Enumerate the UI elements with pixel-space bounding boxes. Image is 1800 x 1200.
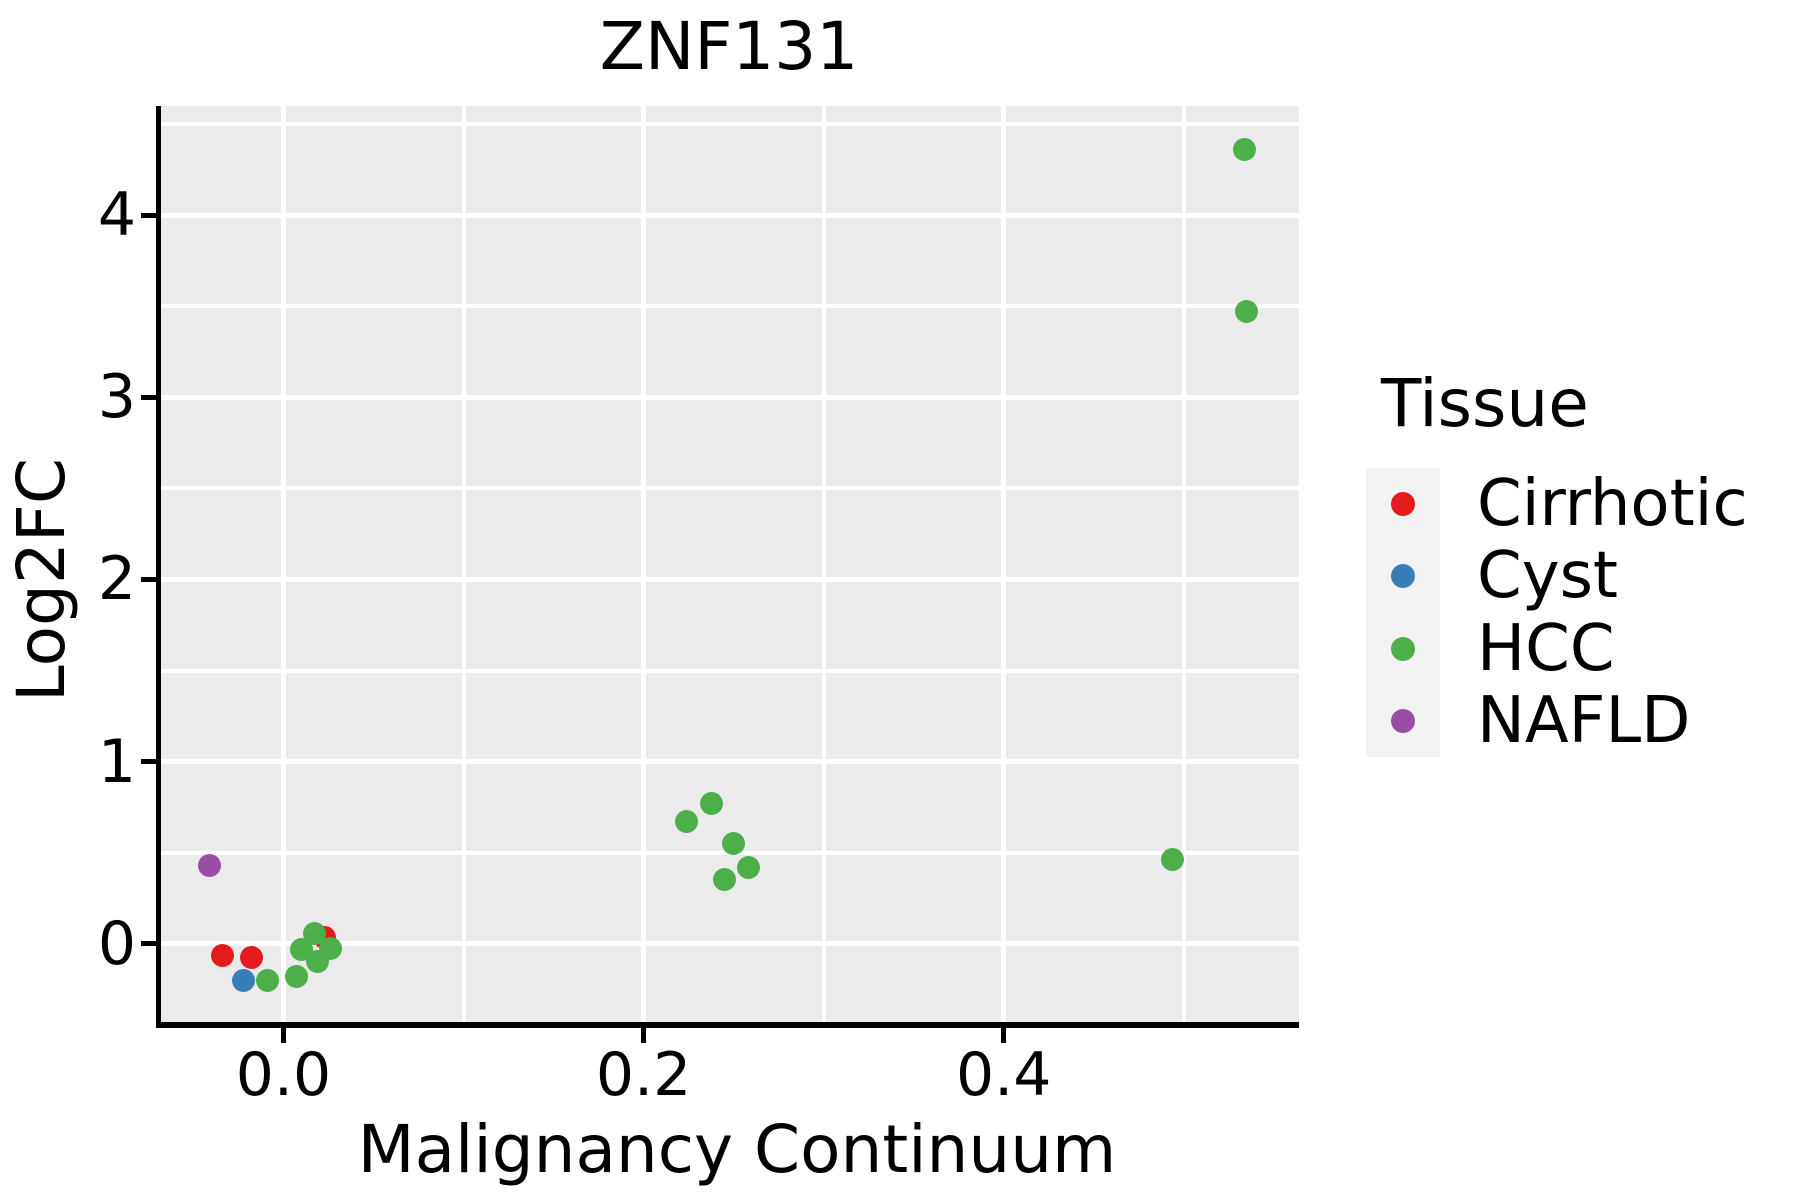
major-gridline-x	[280, 106, 286, 1022]
y-tick-label: 1	[97, 726, 136, 797]
data-point-hcc	[1161, 847, 1185, 871]
x-tick-mark	[1001, 1028, 1007, 1043]
x-tick-mark	[280, 1028, 286, 1043]
minor-gridline-y	[161, 122, 1299, 127]
legend-title: Tissue	[1381, 365, 1589, 442]
minor-gridline-y	[161, 304, 1299, 309]
plot-area	[161, 106, 1299, 1022]
x-tick-label: 0.0	[235, 1040, 332, 1110]
legend-label-hcc: HCC	[1477, 611, 1615, 686]
x-tick-label: 0.4	[955, 1040, 1052, 1110]
cyst-legend-dot-icon	[1391, 564, 1415, 589]
data-point-hcc	[306, 950, 330, 974]
major-gridline-y	[161, 759, 1299, 765]
cirrhotic-legend-dot-icon	[1391, 492, 1415, 517]
data-point-nafld	[198, 853, 222, 877]
data-point-hcc	[302, 922, 326, 946]
data-point-hcc	[736, 855, 760, 879]
x-axis-label: Malignancy Continuum	[357, 1111, 1117, 1188]
hcc-legend-dot-icon	[1391, 636, 1415, 661]
data-point-cirrhotic	[239, 945, 263, 969]
y-tick-mark	[141, 941, 156, 947]
legend-label-cirrhotic: Cirrhotic	[1477, 467, 1748, 542]
major-gridline-y	[161, 212, 1299, 218]
data-point-hcc	[1235, 300, 1259, 324]
major-gridline-x	[641, 106, 647, 1022]
y-tick-mark	[141, 394, 156, 400]
legend-label-nafld: NAFLD	[1477, 684, 1691, 759]
major-gridline-y	[161, 941, 1299, 947]
y-tick-mark	[141, 576, 156, 582]
x-tick-label: 0.2	[595, 1040, 692, 1110]
data-point-hcc	[284, 964, 308, 988]
nafld-legend-dot-icon	[1391, 709, 1415, 734]
data-point-cirrhotic	[210, 944, 234, 968]
data-point-hcc	[255, 968, 279, 992]
data-point-cyst	[232, 968, 256, 992]
major-gridline-y	[161, 394, 1299, 400]
minor-gridline-x	[1181, 106, 1186, 1022]
bottom-axis-spine	[156, 1022, 1299, 1028]
data-point-hcc	[675, 810, 699, 834]
minor-gridline-x	[821, 106, 826, 1022]
chart-title: ZNF131	[599, 8, 859, 85]
x-tick-mark	[641, 1028, 647, 1043]
minor-gridline-x	[461, 106, 466, 1022]
minor-gridline-y	[161, 486, 1299, 491]
left-axis-spine	[156, 106, 161, 1028]
y-tick-label: 2	[97, 544, 136, 615]
minor-gridline-y	[161, 668, 1299, 673]
y-tick-mark	[141, 212, 156, 218]
y-tick-label: 3	[97, 362, 136, 433]
y-tick-label: 0	[97, 908, 136, 979]
data-point-hcc	[713, 867, 737, 891]
major-gridline-y	[161, 576, 1299, 582]
y-tick-label: 4	[97, 180, 136, 251]
major-gridline-x	[1001, 106, 1007, 1022]
legend-label-cyst: Cyst	[1477, 539, 1618, 614]
data-point-hcc	[722, 832, 746, 856]
data-point-hcc	[700, 791, 724, 815]
y-tick-mark	[141, 759, 156, 765]
data-point-hcc	[1233, 138, 1257, 162]
